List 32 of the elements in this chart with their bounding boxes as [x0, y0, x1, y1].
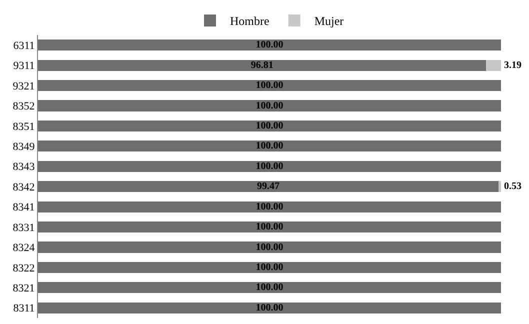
- legend-label: Hombre: [230, 14, 270, 28]
- data-label: 100.00: [256, 201, 284, 212]
- y-tick-label: 8324: [12, 242, 36, 254]
- data-label: 100.00: [256, 262, 284, 273]
- y-tick-label: 8351: [12, 120, 35, 133]
- data-label: 100.00: [256, 222, 284, 233]
- data-label: 100.00: [256, 302, 284, 314]
- y-tick-label: 8331: [12, 222, 35, 234]
- data-label: 100.00: [256, 100, 284, 112]
- y-tick-label: 8349: [12, 141, 36, 154]
- y-tick-label: 8342: [12, 181, 35, 194]
- data-label: 0.53: [504, 181, 522, 192]
- data-label: 100.00: [256, 242, 284, 253]
- y-tick-label: 8343: [12, 161, 36, 174]
- data-label: 100.00: [256, 120, 284, 132]
- data-label: 96.81: [250, 60, 274, 71]
- y-tick-label: 8341: [12, 202, 35, 214]
- legend-label: Mujer: [314, 14, 344, 28]
- data-label: 99.47: [257, 181, 280, 192]
- data-label: 100.00: [256, 160, 284, 172]
- y-tick-label: 8321: [12, 282, 35, 295]
- data-label: 3.19: [504, 60, 522, 71]
- y-tick-label: 8311: [13, 302, 35, 315]
- data-label: 100.00: [256, 282, 284, 294]
- y-tick-label: 9321: [12, 80, 35, 92]
- y-tick-label: 6311: [13, 40, 35, 52]
- data-label: 100.00: [256, 80, 284, 92]
- y-tick-label: 8322: [12, 262, 35, 274]
- y-tick-label: 9311: [13, 60, 35, 72]
- data-label: 100.00: [256, 40, 284, 51]
- data-label: 100.00: [256, 140, 284, 152]
- y-tick-label: 8352: [12, 100, 35, 113]
